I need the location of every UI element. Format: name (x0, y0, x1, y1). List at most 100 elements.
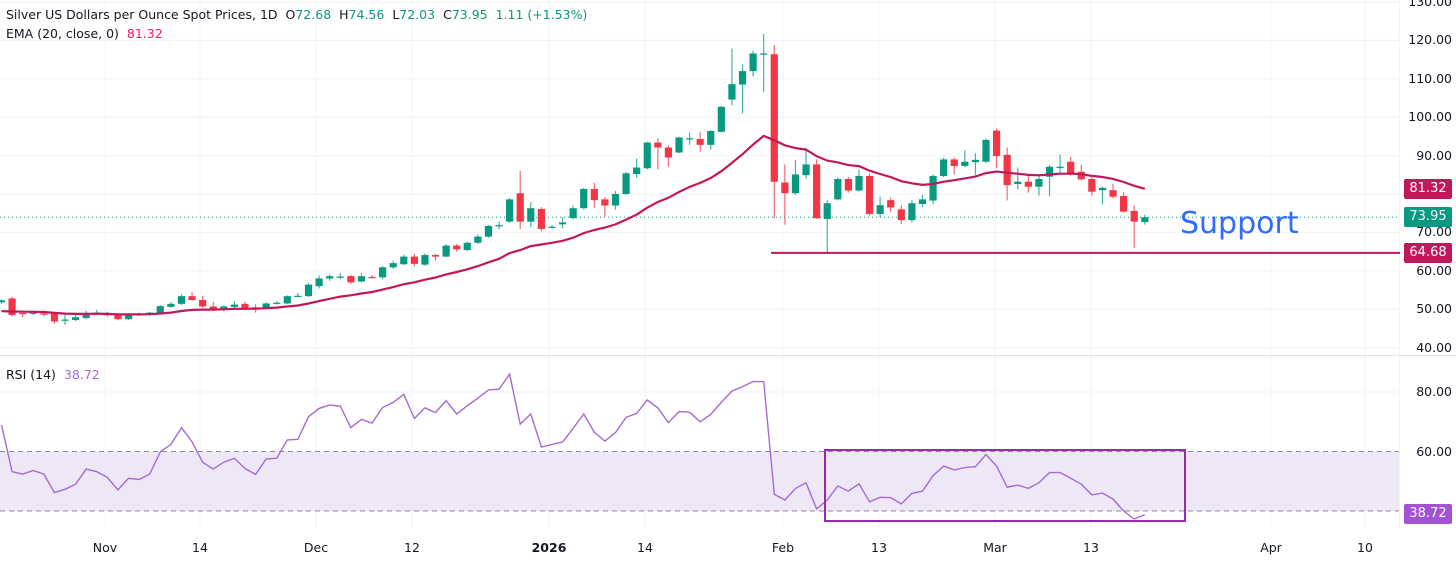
candle (1098, 186, 1107, 205)
candle (781, 164, 789, 225)
candle (580, 187, 588, 210)
candle (929, 174, 937, 205)
candle-body (230, 304, 238, 307)
candle-body (728, 84, 736, 100)
candle-body (209, 306, 217, 310)
candle (199, 295, 207, 308)
candle (273, 301, 281, 305)
candle (537, 207, 545, 232)
candle (791, 160, 800, 195)
candle-body (611, 194, 620, 206)
candle-body (918, 199, 927, 204)
candle (326, 274, 334, 281)
candle (675, 136, 683, 154)
candle (378, 266, 387, 280)
support-annotation[interactable]: Support (1180, 206, 1299, 241)
candle (167, 302, 175, 308)
candle-body (696, 139, 704, 145)
candle (844, 177, 852, 193)
high-value: H74.56 (339, 7, 384, 22)
candle-body (262, 303, 270, 309)
candle-body (114, 314, 122, 320)
candle (230, 301, 238, 309)
candle-body (273, 302, 281, 304)
candle-body (1130, 210, 1138, 222)
candle-body (580, 189, 588, 209)
high-label: H (339, 7, 349, 22)
support-price-badge: 64.68 (1404, 243, 1452, 263)
last-price-badge: 73.95 (1404, 207, 1452, 227)
candle (495, 221, 503, 230)
candle (1035, 174, 1043, 196)
candle-body (548, 226, 556, 228)
candle (855, 169, 863, 192)
price-tick-label: 70.00 (1416, 224, 1452, 240)
candle-body (1141, 217, 1149, 223)
candle-body (760, 53, 768, 55)
candle-body (865, 175, 874, 214)
candle-body (558, 222, 567, 225)
candle (887, 197, 895, 213)
candle-body (675, 137, 683, 153)
candle (1067, 156, 1075, 176)
candle-body (738, 71, 747, 85)
candle-body (950, 159, 958, 166)
candle-body (834, 179, 842, 200)
candle (61, 314, 69, 325)
candle (357, 273, 366, 283)
time-tick-label: 12 (404, 540, 420, 555)
candle-body (82, 313, 90, 319)
rsi-value-badge: 38.72 (1404, 504, 1452, 524)
candle-body (537, 208, 545, 229)
candle (908, 200, 916, 223)
candle-body (506, 199, 514, 222)
time-tick-label: Dec (303, 540, 329, 555)
candle-body (294, 295, 302, 297)
candle-body (283, 296, 291, 304)
ema-legend[interactable]: EMA (20, close, 0) 81.32 (6, 25, 167, 43)
candle (1130, 205, 1138, 249)
candle-body (410, 256, 418, 264)
rsi-tick-label: 80.00 (1416, 384, 1452, 399)
candle (728, 48, 736, 106)
candle-body (961, 161, 969, 166)
rsi-legend[interactable]: RSI (14) 38.72 (6, 366, 104, 384)
candle-body (400, 256, 408, 265)
candle (506, 198, 514, 223)
candle (516, 170, 524, 229)
candle-body (378, 267, 387, 278)
high-number: 74.56 (348, 7, 385, 22)
candle (527, 202, 535, 228)
rsi-range-box[interactable] (824, 449, 1186, 522)
price-tick-label: 110.00 (1408, 70, 1452, 86)
candle (82, 310, 90, 320)
time-tick-label: Mar (983, 540, 1007, 555)
candle-body (474, 236, 482, 243)
candle (8, 296, 16, 317)
candle (823, 200, 831, 254)
candle-body (336, 276, 344, 278)
candle-body (791, 174, 800, 194)
candle-body (908, 203, 916, 221)
candle-body (876, 205, 884, 214)
candle (400, 254, 408, 266)
rsi-tick-label: 60.00 (1416, 443, 1452, 459)
candle (834, 177, 842, 201)
candle (72, 314, 80, 322)
low-number: 72.03 (399, 7, 436, 22)
candle-body (326, 276, 334, 279)
candle-body (50, 313, 59, 322)
candle (410, 253, 418, 267)
candle-body (357, 276, 366, 282)
candle-body (643, 142, 651, 169)
candle (696, 132, 704, 152)
candle (633, 158, 641, 178)
candle-body (241, 303, 249, 309)
candle-body (40, 313, 48, 315)
candle-body (315, 278, 323, 287)
low-label: L (392, 7, 400, 22)
time-tick-label: Apr (1260, 540, 1282, 555)
candle (707, 130, 715, 150)
candle-body (156, 306, 164, 314)
